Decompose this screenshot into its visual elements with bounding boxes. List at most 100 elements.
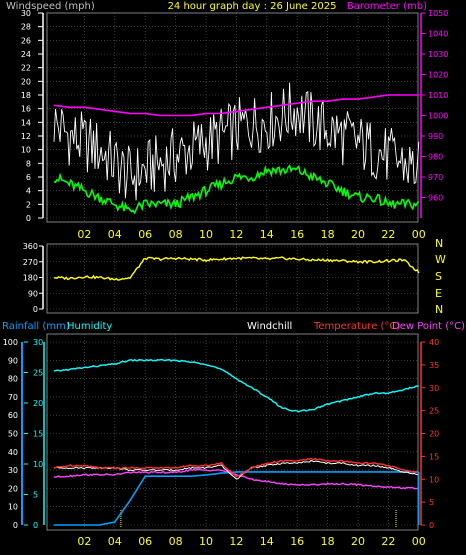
humidity-tick-label: 50 xyxy=(8,430,18,439)
barometer-tick-label: 1010 xyxy=(428,91,448,100)
x-tick-label: 00 xyxy=(412,535,426,548)
temperature-tick-label: 30 xyxy=(429,384,439,393)
wind-average-line xyxy=(53,164,420,215)
temperature-label: Temperature (°C) xyxy=(313,321,400,332)
wind-tick-label: 8 xyxy=(26,159,31,168)
temperature-line xyxy=(53,457,420,478)
x-tick-label: 08 xyxy=(169,535,183,548)
x-tick-label: 20 xyxy=(351,535,365,548)
x-tick-label: 04 xyxy=(108,535,122,548)
barometer-tick-label: 960 xyxy=(428,194,443,203)
barometer-tick-label: 970 xyxy=(428,173,443,182)
wind-tick-label: 4 xyxy=(26,187,31,196)
x-tick-label: 14 xyxy=(260,228,274,241)
x-tick-label: 08 xyxy=(169,228,183,241)
barometer-tick-label: 990 xyxy=(428,132,443,141)
barometer-tick-label: 1020 xyxy=(428,71,448,80)
humidity-tick-label: 80 xyxy=(8,375,18,384)
rain-tick-label: 15 xyxy=(33,430,43,439)
temperature-tick-label: 20 xyxy=(429,430,439,439)
dewpoint-label: Dew Point (°C) xyxy=(392,321,465,332)
humidity-label: Humidity xyxy=(67,321,112,332)
direction-tick-label: 180 xyxy=(23,274,38,283)
wind-tick-label: 24 xyxy=(21,50,31,59)
humidity-tick-label: 0 xyxy=(13,521,18,530)
x-tick-label: 04 xyxy=(108,228,122,241)
direction-tick-label: 0 xyxy=(33,305,38,314)
humidity-tick-label: 10 xyxy=(8,503,18,512)
x-tick-label: 12 xyxy=(229,228,243,241)
x-tick-label: 00 xyxy=(412,228,426,241)
direction-tick-label: 270 xyxy=(23,258,38,267)
rain-humidity-temperature-panel: 0102030405060708090100051015202530051015… xyxy=(3,333,439,548)
x-tick-label: 22 xyxy=(381,228,395,241)
rain-tick-label: 20 xyxy=(33,399,43,408)
windchill-label: Windchill xyxy=(247,321,292,332)
x-tick-label: 02 xyxy=(77,228,91,241)
rain-tick-label: 25 xyxy=(33,369,43,378)
rain-tick-label: 5 xyxy=(33,491,38,500)
wind-tick-label: 14 xyxy=(21,118,31,127)
compass-label: S xyxy=(435,270,442,283)
wind-gust-line xyxy=(53,82,420,201)
temperature-tick-label: 0 xyxy=(429,521,434,530)
humidity-tick-label: 90 xyxy=(8,356,18,365)
rainfall-line xyxy=(54,471,419,526)
x-tick-label: 12 xyxy=(229,535,243,548)
direction-tick-label: 360 xyxy=(23,242,38,251)
direction-tick-label: 90 xyxy=(28,289,38,298)
wind-tick-label: 26 xyxy=(21,36,31,45)
wind-tick-label: 6 xyxy=(26,173,31,182)
barometer-tick-label: 1030 xyxy=(428,50,448,59)
x-tick-label: 06 xyxy=(138,228,152,241)
x-tick-label: 20 xyxy=(351,228,365,241)
x-tick-label: 16 xyxy=(290,228,304,241)
x-tick-label: 02 xyxy=(77,535,91,548)
rain-panel-frame xyxy=(46,333,419,531)
humidity-tick-label: 70 xyxy=(8,393,18,402)
wind-tick-label: 0 xyxy=(26,214,31,223)
wind-panel-frame xyxy=(46,12,419,223)
compass-label: N xyxy=(435,237,443,250)
x-tick-label: 10 xyxy=(199,228,213,241)
temperature-tick-label: 10 xyxy=(429,475,439,484)
temperature-tick-label: 40 xyxy=(429,338,439,347)
humidity-tick-label: 20 xyxy=(8,484,18,493)
rain-tick-label: 30 xyxy=(33,338,43,347)
humidity-tick-label: 40 xyxy=(8,448,18,457)
wind-tick-label: 22 xyxy=(21,64,31,73)
x-tick-label: 14 xyxy=(260,535,274,548)
wind-tick-label: 10 xyxy=(21,146,31,155)
rain-tick-label: 0 xyxy=(33,521,38,530)
barometer-tick-label: 980 xyxy=(428,153,443,162)
windspeed-label: Windspeed (mph) xyxy=(6,1,95,12)
wind-tick-label: 2 xyxy=(26,200,31,209)
humidity-tick-label: 30 xyxy=(8,466,18,475)
direction-panel-frame xyxy=(46,243,419,314)
wind-tick-label: 20 xyxy=(21,77,31,86)
wind-tick-label: 28 xyxy=(21,23,31,32)
wind-tick-label: 30 xyxy=(21,9,31,18)
x-tick-label: 18 xyxy=(321,228,335,241)
temperature-tick-label: 35 xyxy=(429,361,439,370)
wind-tick-label: 12 xyxy=(21,132,31,141)
wind-tick-label: 18 xyxy=(21,91,31,100)
x-tick-label: 22 xyxy=(381,535,395,548)
barometer-label: Barometer (mb) xyxy=(347,1,427,12)
x-tick-label: 10 xyxy=(199,535,213,548)
x-tick-label: 06 xyxy=(138,535,152,548)
temperature-tick-label: 15 xyxy=(429,452,439,461)
barometer-tick-label: 1050 xyxy=(428,9,448,18)
rain-tick-label: 10 xyxy=(33,460,43,469)
humidity-tick-label: 60 xyxy=(8,411,18,420)
graph-title: 24 hour graph day : 26 June 2025 xyxy=(168,1,337,12)
x-tick-label: 18 xyxy=(321,535,335,548)
barometer-tick-label: 1000 xyxy=(428,112,448,121)
compass-label: E xyxy=(435,287,442,300)
humidity-line xyxy=(53,358,419,413)
rain-label: Rainfall (mm) xyxy=(2,321,70,332)
wind-panel: 0246810121416182022242628309609709809901… xyxy=(21,9,449,241)
wind-direction-line xyxy=(53,256,420,281)
